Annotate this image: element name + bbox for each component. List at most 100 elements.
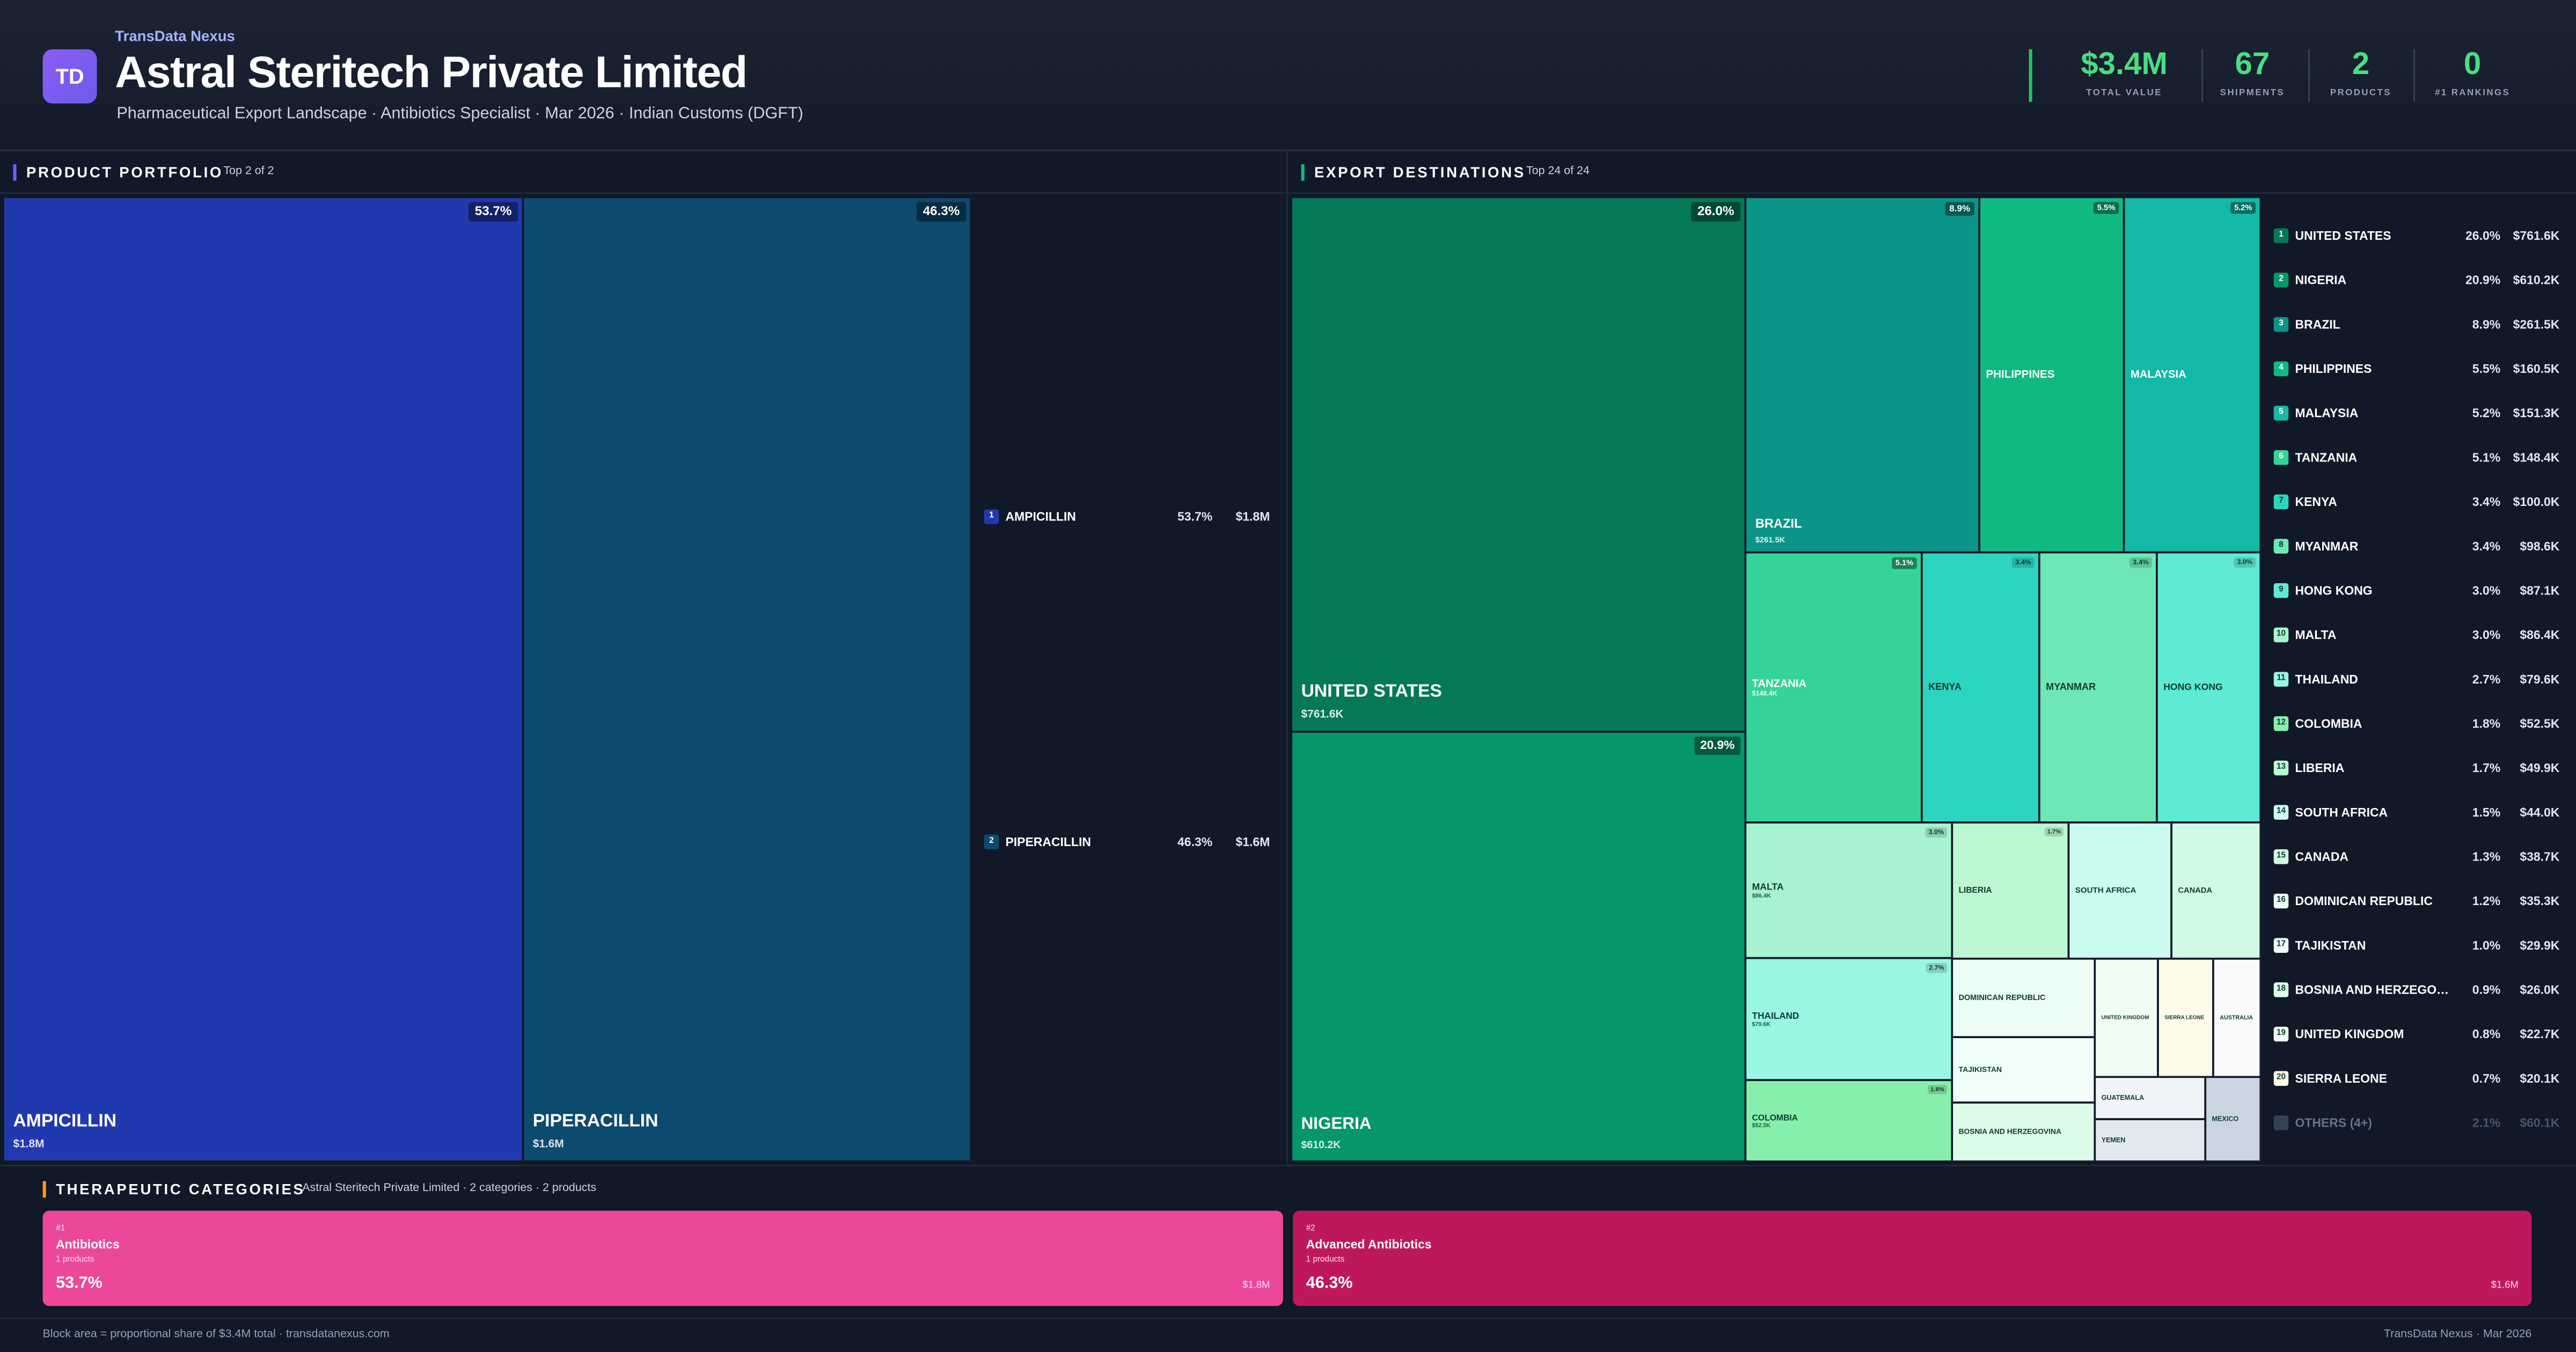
treemap-block xyxy=(2094,1118,2207,1162)
block-label: MYANMAR xyxy=(2046,681,2096,692)
kpi-divider xyxy=(2308,49,2310,102)
block-label: CANADA xyxy=(2178,886,2212,895)
block-label: AMPICILLIN xyxy=(13,1111,116,1131)
treemap-block xyxy=(2204,1076,2261,1162)
share-badge xyxy=(1927,1085,1948,1094)
row-amount: $148.4K xyxy=(2513,449,2560,465)
share-badge xyxy=(2230,202,2256,214)
row-share: 5.2% xyxy=(2472,405,2501,420)
row-name: NIGERIA xyxy=(2295,271,2347,287)
row-share: 1.5% xyxy=(2472,804,2501,819)
panel-divider xyxy=(1286,151,1288,1165)
block-label: YEMEN xyxy=(2102,1136,2126,1144)
row-amount: $87.1K xyxy=(2520,582,2560,598)
row-share: 1.7% xyxy=(2472,760,2501,775)
block-label: UNITED STATES xyxy=(1301,681,1441,701)
share-badge xyxy=(916,202,966,222)
card-count: 1 products xyxy=(56,1255,94,1265)
rank-badge xyxy=(2273,1114,2289,1130)
rank-badge: 8 xyxy=(2273,538,2289,553)
kpi-value: $3.4M xyxy=(2081,47,2168,83)
block-amount: $1.8M xyxy=(13,1137,44,1150)
header-bg xyxy=(0,0,2576,151)
share-badge xyxy=(1691,202,1741,222)
row-name: UNITED KINGDOM xyxy=(2295,1026,2404,1041)
block-amount: $261.5K xyxy=(1755,536,1785,545)
row-amount: $44.0K xyxy=(2520,804,2560,819)
treemap-block xyxy=(2038,551,2158,824)
treemap-block xyxy=(1291,731,1747,1162)
share-badge-label: 3.0% xyxy=(1928,828,1944,836)
treemap-block xyxy=(2170,821,2261,960)
block-label: COLOMBIA xyxy=(1752,1113,1798,1122)
row-amount: $35.3K xyxy=(2520,893,2560,908)
row-share: 1.2% xyxy=(2472,893,2501,908)
treemap-block xyxy=(1951,821,2070,960)
row-share: 2.7% xyxy=(2472,671,2501,686)
block-label: MALTA xyxy=(1752,881,1784,892)
row-name: BOSNIA AND HERZEGOVINA xyxy=(2295,981,2455,997)
row-amount: $1.8M xyxy=(1235,508,1270,524)
row-share: 1.0% xyxy=(2472,937,2501,952)
rank-badge: 20 xyxy=(2273,1070,2289,1085)
title: Astral Steritech Private Limited xyxy=(115,47,748,97)
share-badge xyxy=(2129,557,2152,568)
share-badge-label: 2.7% xyxy=(1929,964,1944,971)
row-name: HONG KONG xyxy=(2295,582,2373,598)
treemap-block xyxy=(1744,957,1953,1082)
row-share: 3.0% xyxy=(2472,627,2501,642)
row-name: SOUTH AFRICA xyxy=(2295,804,2388,819)
rank-badge: 16 xyxy=(2273,893,2289,908)
rank-badge: 1 xyxy=(984,508,999,524)
share-badge-label: 8.9% xyxy=(1949,203,1970,214)
row-share: 46.3% xyxy=(1177,833,1213,849)
treemap-block xyxy=(1744,197,1981,554)
row-name: UNITED STATES xyxy=(2295,227,2391,243)
section-subtitle: Top 2 of 2 xyxy=(223,166,274,178)
row-name: KENYA xyxy=(2295,494,2337,509)
card-amount: $1.6M xyxy=(2491,1281,2519,1291)
kpi-label: SHIPMENTS xyxy=(2220,89,2285,99)
row-amount: $49.9K xyxy=(2520,760,2560,775)
section-divider xyxy=(0,1317,2576,1319)
treemap-block xyxy=(1921,551,2040,824)
share-badge xyxy=(2044,827,2064,836)
card-amount: $1.8M xyxy=(1242,1281,1270,1291)
row-amount: $22.7K xyxy=(2520,1026,2560,1041)
row-amount: $98.6K xyxy=(2520,538,2560,553)
share-badge xyxy=(1892,557,1917,569)
share-badge-label: 5.2% xyxy=(2234,203,2252,212)
block-label: SIERRA LEONE xyxy=(2164,1015,2204,1021)
row-name: DOMINICAN REPUBLIC xyxy=(2295,893,2433,908)
row-amount: $38.7K xyxy=(2520,848,2560,864)
rank-badge: 4 xyxy=(2273,361,2289,376)
row-name: OTHERS (4+) xyxy=(2295,1114,2373,1130)
block-label: SOUTH AFRICA xyxy=(2075,886,2136,895)
row-amount: $52.5K xyxy=(2520,715,2560,731)
block-label: TAJIKISTAN xyxy=(1959,1065,2002,1074)
rank-badge: 10 xyxy=(2273,627,2289,642)
block-label: BOSNIA AND HERZEGOVINA xyxy=(1959,1128,2061,1136)
treemap-block xyxy=(1291,197,1747,733)
rank-badge: 17 xyxy=(2273,937,2289,952)
section-marker xyxy=(13,164,17,181)
card-count: 1 products xyxy=(1306,1255,1345,1265)
rank-badge: 11 xyxy=(2273,671,2289,686)
rank-badge: 15 xyxy=(2273,848,2289,864)
treemap-block xyxy=(522,197,971,1162)
block-label: MALAYSIA xyxy=(2131,369,2186,380)
kpi-label: #1 RANKINGS xyxy=(2435,89,2511,99)
row-share: 0.9% xyxy=(2472,981,2501,997)
row-amount: $610.2K xyxy=(2513,271,2560,287)
rank-badge: 1 xyxy=(2273,227,2289,243)
row-share: 8.9% xyxy=(2472,316,2501,331)
section-subtitle: Top 24 of 24 xyxy=(1526,166,1590,178)
kpi-label: PRODUCTS xyxy=(2330,89,2391,99)
row-amount: $160.5K xyxy=(2513,361,2560,376)
treemap: AMPICILLIN $1.8M 53.7% PIPERACILLIN $1.6M 46.… xyxy=(3,197,971,1162)
row-share: 26.0% xyxy=(2465,227,2501,243)
row-amount: $20.1K xyxy=(2520,1070,2560,1085)
block-label: PHILIPPINES xyxy=(1986,368,2054,380)
card-share: 53.7% xyxy=(56,1275,103,1293)
row-share: 20.9% xyxy=(2465,271,2501,287)
